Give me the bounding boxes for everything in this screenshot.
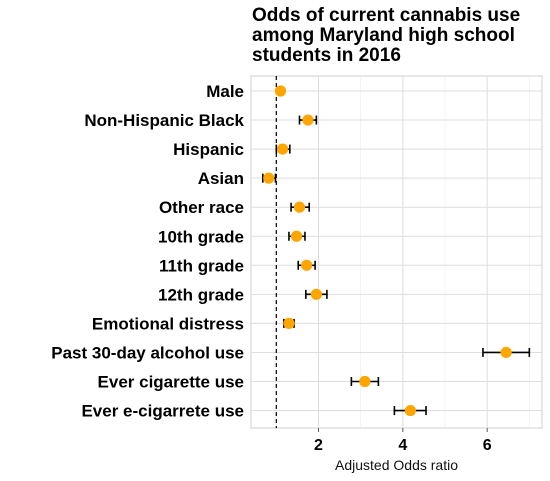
category-label: Emotional distress bbox=[92, 314, 244, 333]
data-point bbox=[263, 172, 275, 184]
category-label: Past 30-day alcohol use bbox=[51, 343, 244, 362]
data-point bbox=[500, 346, 512, 359]
category-label: 11th grade bbox=[159, 256, 244, 275]
data-point bbox=[310, 288, 322, 300]
data-point bbox=[274, 85, 287, 97]
x-tick-label: 6 bbox=[483, 437, 492, 454]
x-axis-title: Adjusted Odds ratio bbox=[335, 457, 458, 473]
category-label: Ever cigarette use bbox=[98, 373, 244, 392]
category-label: Non-Hispanic Black bbox=[84, 111, 244, 130]
category-label: Male bbox=[206, 82, 244, 101]
category-label: 12th grade bbox=[158, 285, 244, 304]
data-point bbox=[277, 143, 289, 155]
data-point bbox=[359, 375, 371, 388]
data-point bbox=[293, 201, 306, 213]
data-point bbox=[302, 114, 314, 126]
category-label: Ever e-cigarrete use bbox=[81, 402, 244, 421]
category-label: 10th grade bbox=[158, 227, 244, 246]
data-point bbox=[283, 317, 295, 329]
panel-border bbox=[250, 75, 543, 429]
category-label: Other race bbox=[159, 198, 244, 217]
category-label: Hispanic bbox=[173, 140, 244, 159]
data-point bbox=[301, 259, 313, 271]
data-point bbox=[404, 404, 417, 417]
x-tick-label: 4 bbox=[398, 437, 407, 454]
chart-title: Odds of current cannabis use among Maryl… bbox=[252, 5, 521, 66]
x-tick-label: 2 bbox=[314, 437, 323, 454]
category-label: Asian bbox=[198, 169, 244, 188]
data-point bbox=[290, 230, 303, 242]
